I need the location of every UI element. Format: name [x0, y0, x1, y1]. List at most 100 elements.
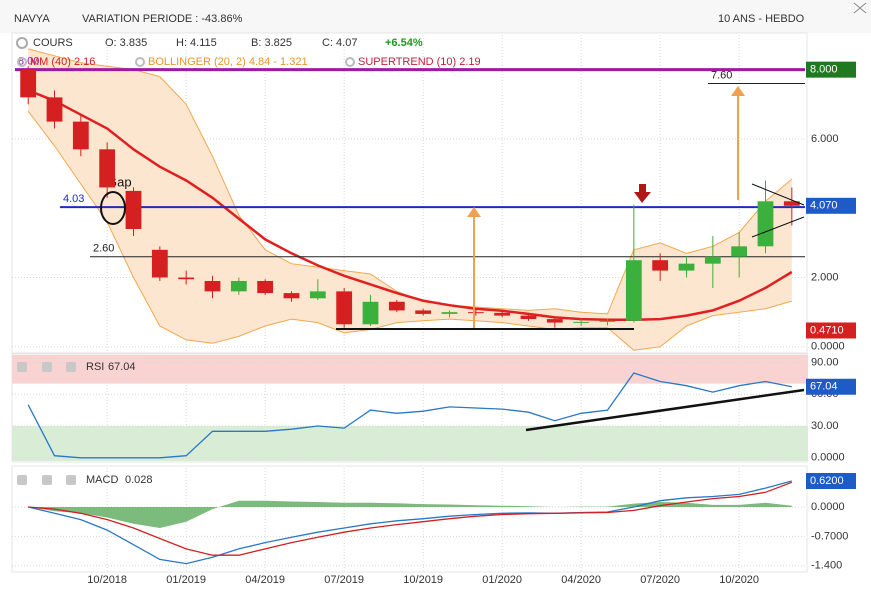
candle-body: [99, 149, 116, 188]
rsi-trendline: [525, 388, 805, 432]
header-bar: [0, 0, 871, 33]
x-tick-label: 01/2019: [166, 574, 206, 586]
candle-body: [72, 121, 89, 150]
zone: [12, 355, 808, 384]
cours: COURS: [33, 37, 73, 49]
gap-circle: [100, 191, 126, 225]
panel-icon: [66, 362, 76, 372]
moving-average: [27, 89, 793, 322]
panel-value: 0.028: [125, 474, 153, 486]
x-tick-label: 10/2020: [719, 574, 759, 586]
panel-title: RSI: [86, 361, 104, 373]
histogram: [28, 500, 792, 528]
x-tick-label: 07/2019: [324, 574, 364, 586]
legend-label: MM (40) 2.16: [30, 56, 95, 68]
candle-body: [362, 301, 379, 325]
candle-body: [178, 277, 195, 280]
value-box: [806, 473, 856, 489]
candle-body: [309, 291, 326, 299]
price-box-label: 0.4710: [810, 324, 844, 336]
settings-icon[interactable]: [16, 37, 28, 49]
candle-body: [336, 291, 353, 325]
indicator-line: [28, 481, 793, 556]
panel-icon: [42, 362, 52, 372]
y-tick-label: 0.0000: [811, 452, 845, 464]
close: C: 4.07: [322, 37, 357, 49]
close-icon[interactable]: [853, 2, 867, 14]
value-box: [806, 378, 856, 395]
candle-body: [230, 280, 247, 292]
candle-body: [520, 315, 537, 320]
zone: [12, 426, 808, 461]
candle-body: [20, 69, 37, 98]
y-tick-label: 30.00: [811, 420, 839, 432]
variation: VARIATION PERIODE : -43.86%: [82, 13, 243, 25]
price-box-label: 8.000: [810, 64, 838, 76]
y-tick-label: -1.400: [811, 560, 842, 572]
panel-value: 67.04: [108, 361, 136, 373]
price-box: [806, 197, 856, 214]
x-tick-label: 10/2019: [403, 574, 443, 586]
candle-body: [441, 312, 458, 314]
candle-body: [415, 310, 432, 314]
open: O: 3.835: [105, 37, 147, 49]
plots: 0.0000 2.000 6.000 10/2018 01/2019 04/2019 07/…: [12, 35, 856, 586]
candle-body: [599, 320, 616, 322]
candle-body: [125, 190, 142, 230]
candle-body: [625, 260, 642, 321]
x-tick-label: 07/2020: [640, 574, 680, 586]
y-tick-label: 0.0000: [811, 341, 845, 353]
high: H: 4.115: [176, 37, 217, 49]
level-label: 2.60: [93, 243, 114, 255]
candle-body: [757, 201, 774, 247]
panel-icon: [42, 475, 52, 485]
candle-body: [151, 249, 168, 278]
panel-icon: [17, 475, 27, 485]
candle-body: [257, 280, 274, 294]
candle-body: [731, 246, 748, 257]
indicator-line: [28, 480, 792, 565]
y-tick-label: 0.0000: [811, 501, 845, 513]
price-box-label: 4.070: [810, 200, 838, 212]
down-arrow: [634, 184, 651, 203]
y-tick-label: -0.7000: [811, 530, 848, 542]
value-box-label: 67.04: [810, 381, 838, 393]
x-tick-label: 01/2020: [482, 574, 522, 586]
y-tick-label: 6.000: [811, 133, 839, 145]
candle-body: [388, 301, 405, 311]
legend-label: BOLLINGER (20, 2) 4.84 - 1.321: [148, 56, 308, 68]
up-arrow: [467, 207, 481, 328]
candle-body: [652, 260, 669, 271]
y-tick-label: 2.000: [811, 271, 839, 283]
candle-body: [573, 321, 590, 323]
candle-body: [783, 201, 800, 206]
change: +6.54%: [385, 37, 423, 49]
low: B: 3.825: [251, 37, 292, 49]
value-box-label: 0.6200: [810, 475, 844, 487]
up-arrow: [731, 86, 745, 200]
y-tick-label: 90.00: [811, 356, 839, 368]
symbol: NAVYA: [14, 13, 50, 25]
candle-body: [678, 263, 695, 271]
price-box: [806, 61, 856, 78]
candle-body: [204, 280, 221, 292]
macd-panel: [11, 465, 808, 573]
candle-body: [546, 319, 563, 323]
candle-body: [467, 312, 484, 314]
triangle-pattern: [751, 183, 805, 238]
panel-icon: [17, 362, 27, 372]
price-panel: [11, 32, 808, 354]
panel-title: MACD: [86, 474, 118, 486]
level-label: 4.03: [63, 193, 84, 205]
bollinger-area: [28, 48, 792, 351]
indicator-line: [27, 372, 792, 459]
price-box: [806, 322, 856, 339]
period[interactable]: 10 ANS - HEBDO: [718, 13, 805, 25]
rsi-panel: [11, 353, 808, 463]
level-label: 7.60: [711, 69, 732, 81]
candle-body: [494, 312, 511, 316]
x-tick-label: 10/2018: [87, 574, 127, 586]
legend-icon: [135, 57, 145, 67]
x-tick-label: 04/2019: [245, 574, 285, 586]
